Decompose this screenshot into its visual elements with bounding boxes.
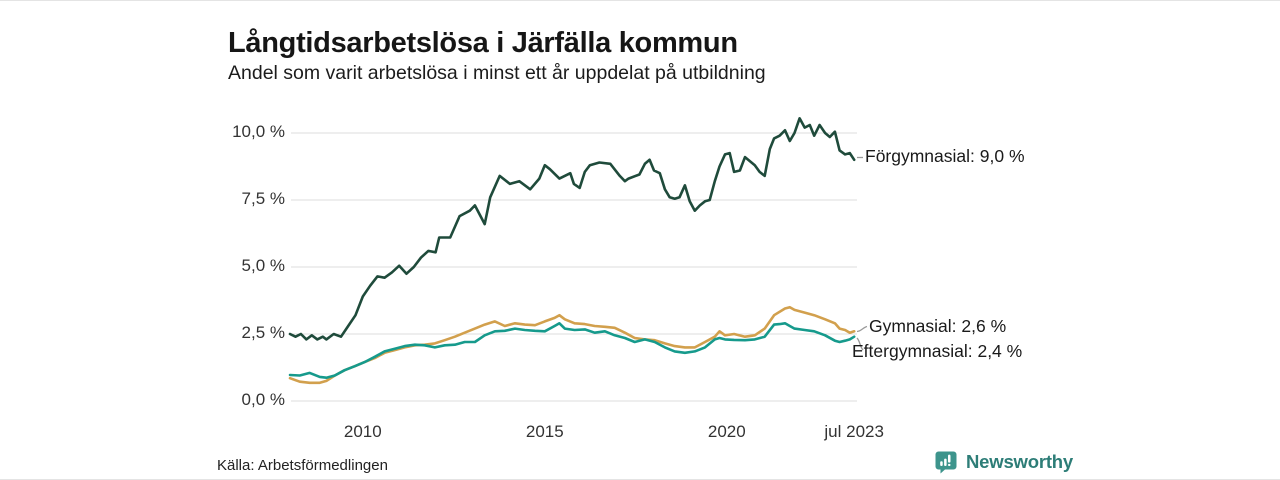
newsworthy-logo-text: Newsworthy: [966, 451, 1073, 472]
chart-subtitle: Andel som varit arbetslösa i minst ett å…: [228, 62, 766, 84]
x-axis-tick-label: 2010: [343, 422, 382, 441]
series-end-label-eftergymnasial: Eftergymnasial: 2,4 %: [852, 341, 1023, 361]
x-axis-tick-label: 2020: [707, 422, 746, 441]
connector-eftergymnasial: [856, 337, 864, 351]
series-end-label-forgymnasial: Förgymnasial: 9,0 %: [865, 146, 1025, 166]
y-axis-tick-label: 10,0 %: [232, 122, 285, 141]
bar-chart-speech-bubble-icon: [935, 451, 957, 474]
chart-title: Långtidsarbetslösa i Järfälla kommun: [228, 27, 738, 60]
x-axis-tick-label: 2015: [525, 422, 564, 441]
gridlines-group: [291, 132, 857, 402]
label-connectors-group: [856, 156, 868, 351]
newsworthy-logo: Newsworthy: [934, 450, 1073, 474]
series-lines-group: [288, 117, 856, 385]
source-credit: Källa: Arbetsförmedlingen: [217, 457, 388, 474]
y-axis-tick-label: 5,0 %: [241, 256, 285, 275]
connector-gymnasial: [856, 325, 868, 333]
y-axis-tick-label: 7,5 %: [241, 189, 285, 208]
y-axis-tick-label: 0,0 %: [241, 390, 285, 409]
line-series-gymnasial: [288, 305, 856, 385]
line-series-eftergymnasial: [288, 321, 856, 380]
x-axis-tick-label: jul 2023: [824, 422, 884, 441]
top-border-line: [0, 0, 1280, 1]
series-end-label-gymnasial: Gymnasial: 2,6 %: [869, 316, 1007, 336]
line-series-förgymnasial: [288, 117, 856, 341]
y-axis-tick-label: 2,5 %: [241, 323, 285, 342]
